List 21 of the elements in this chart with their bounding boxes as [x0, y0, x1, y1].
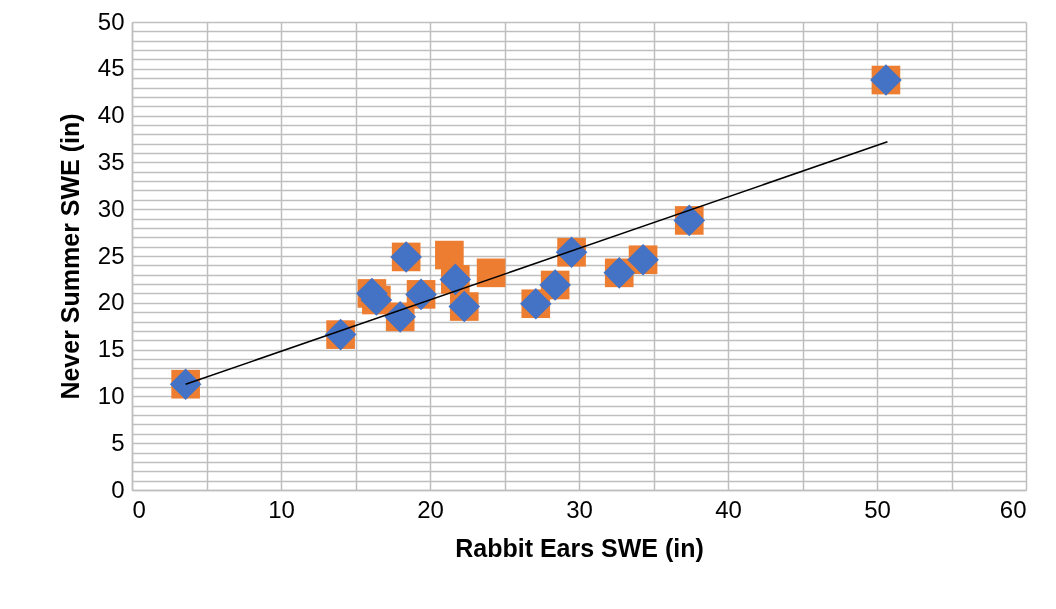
point — [476, 258, 506, 288]
x-tick-label: 10 — [268, 495, 295, 523]
y-tick-label: 15 — [97, 335, 125, 363]
y-axis-title: Never Summer SWE (in) — [55, 113, 84, 400]
x-tick-label: 60 — [999, 495, 1027, 523]
x-tick-label: 0 — [132, 495, 146, 523]
y-tick-label: 0 — [111, 475, 125, 503]
y-tick-label: 35 — [97, 147, 125, 175]
y-tick-label: 50 — [97, 7, 125, 35]
y-tick-label: 45 — [97, 54, 125, 82]
y-tick-label: 25 — [97, 241, 125, 269]
x-tick-label: 40 — [715, 495, 742, 523]
y-tick-label: 10 — [97, 381, 125, 409]
y-tick-label: 30 — [97, 194, 125, 222]
x-tick-label: 50 — [864, 495, 891, 523]
x-tick-label: 20 — [417, 495, 444, 523]
x-axis-title: Rabbit Ears SWE (in) — [455, 533, 704, 562]
y-tick-label: 20 — [97, 288, 125, 316]
y-tick-label: 5 — [111, 428, 125, 456]
y-tick-label: 40 — [97, 101, 125, 129]
x-tick-label: 30 — [566, 495, 593, 523]
